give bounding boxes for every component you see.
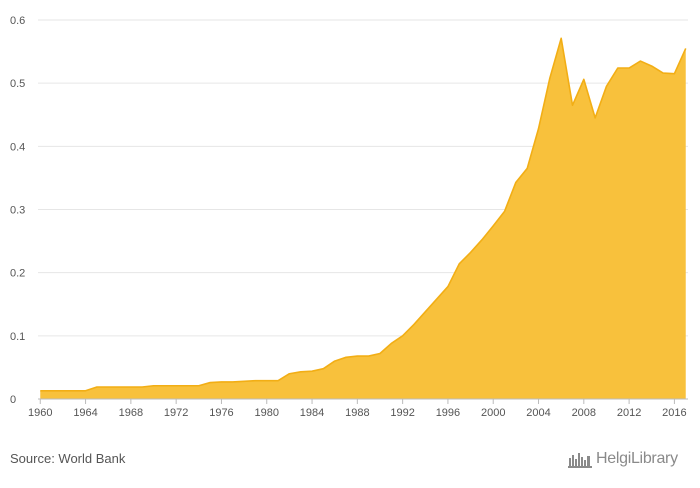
y-tick-label: 0.3 bbox=[10, 205, 25, 217]
x-tick-label: 1976 bbox=[209, 407, 233, 419]
x-tick-label: 1992 bbox=[390, 407, 414, 419]
x-tick-label: 2012 bbox=[617, 407, 641, 419]
x-tick-label: 1972 bbox=[164, 407, 188, 419]
y-tick-label: 0.2 bbox=[10, 268, 25, 280]
y-tick-label: 0.4 bbox=[10, 141, 25, 153]
x-tick-label: 1988 bbox=[345, 407, 369, 419]
y-tick-label: 0.5 bbox=[10, 78, 25, 90]
x-tick-label: 1980 bbox=[255, 407, 279, 419]
x-tick-label: 2016 bbox=[662, 407, 686, 419]
x-tick-label: 2000 bbox=[481, 407, 505, 419]
y-tick-label: 0 bbox=[10, 394, 16, 406]
area-layer bbox=[40, 37, 687, 399]
x-tick-label: 2008 bbox=[572, 407, 596, 419]
x-tick-label: 1984 bbox=[300, 407, 324, 419]
library-icon bbox=[568, 453, 592, 468]
helgi-library-logo[interactable]: HelgiLibrary bbox=[568, 450, 678, 468]
series-line bbox=[40, 37, 687, 392]
y-tick-label: 0.1 bbox=[10, 331, 25, 343]
y-tick-label: 0.6 bbox=[10, 15, 25, 27]
area-fill bbox=[40, 38, 686, 399]
x-tick-label: 1968 bbox=[119, 407, 143, 419]
x-tick-label: 1964 bbox=[73, 407, 97, 419]
logo-text: HelgiLibrary bbox=[596, 450, 678, 467]
source-note: Source: World Bank bbox=[10, 451, 126, 466]
x-tick-label: 2004 bbox=[526, 407, 550, 419]
x-tick-label: 1996 bbox=[436, 407, 460, 419]
x-tick-label: 1960 bbox=[28, 407, 52, 419]
axis-layer: 0 0.1 0.2 0.3 0.4 0.5 0.6 1960 1964 1968 1972 1976 1… bbox=[10, 15, 688, 419]
